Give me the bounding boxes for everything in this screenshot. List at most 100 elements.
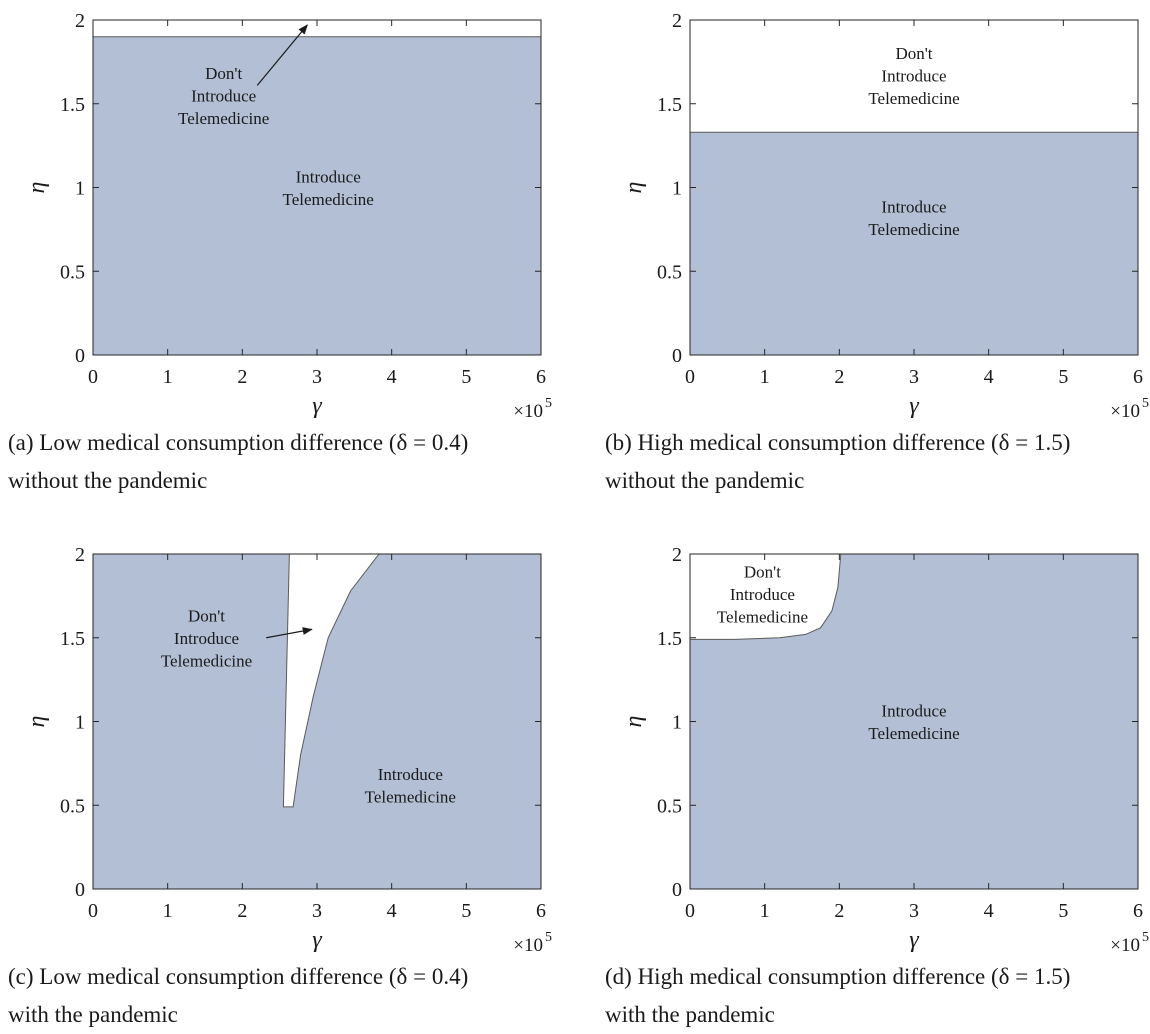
y-axis-label: η	[24, 182, 50, 194]
x-tick-label: 4	[387, 366, 397, 388]
x-tick-label: 0	[685, 900, 695, 922]
introduce-label-b: Introduce Telemedicine	[868, 197, 959, 239]
panel-a: 0 1 2 3 4 5 6 0 0.5 1 1.5 2 γ η ×10 5 Introduce Telemedic…	[0, 0, 560, 500]
caption-d-line-1: (d) High medical consumption difference …	[605, 964, 1071, 989]
introduce-label-line: Introduce	[881, 197, 946, 216]
x-tick-label: 3	[909, 900, 919, 922]
panel-d: 0 1 2 3 4 5 6 0 0.5 1 1.5 2 γ η ×10 5 Introduce Telemedic…	[597, 534, 1150, 1034]
y-tick-label: 0	[672, 879, 682, 901]
dont-introduce-label-line: Don't	[744, 563, 781, 582]
introduce-label-line: Introduce	[296, 167, 361, 186]
x-tick-label: 4	[984, 366, 994, 388]
dont-introduce-label-line: Don't	[895, 44, 932, 63]
caption-d-line-2: with the pandemic	[605, 1002, 775, 1027]
y-tick-label: 1	[672, 712, 682, 734]
caption-b: (b) High medical consumption difference …	[605, 424, 1150, 500]
caption-a-line-1: (a) Low medical consumption difference (…	[8, 430, 469, 455]
x-multiplier-exponent: 5	[1142, 396, 1149, 411]
x-axis-label: γ	[909, 393, 919, 419]
x-tick-label: 3	[312, 900, 322, 922]
x-tick-label: 3	[909, 366, 919, 388]
caption-c: (c) Low medical consumption difference (…	[8, 958, 560, 1034]
y-tick-label: 2	[75, 10, 85, 32]
introduce-label-line: Introduce	[881, 701, 946, 720]
panel-b: 0 1 2 3 4 5 6 0 0.5 1 1.5 2 γ η ×10 5 Introduce Telemedic…	[597, 0, 1150, 500]
y-tick-label: 1.5	[60, 94, 85, 116]
x-tick-label: 1	[163, 900, 173, 922]
y-axis-label: η	[621, 716, 647, 728]
x-tick-label: 1	[760, 366, 770, 388]
introduce-label-line: Telemedicine	[365, 787, 456, 806]
dont-introduce-label-line: Don't	[188, 606, 225, 625]
x-tick-label: 0	[88, 366, 98, 388]
x-tick-label: 5	[1058, 900, 1068, 922]
dont-introduce-region-d	[689, 553, 842, 640]
y-tick-label: 0.5	[657, 261, 682, 283]
x-multiplier-exponent: 5	[545, 930, 552, 945]
x-axis-label: γ	[312, 927, 322, 953]
introduce-label-c: Introduce Telemedicine	[365, 765, 456, 807]
introduce-label-d: Introduce Telemedicine	[868, 701, 959, 743]
x-tick-label: 2	[834, 900, 844, 922]
introduce-label-line: Telemedicine	[283, 190, 374, 209]
x-multiplier: ×10	[1110, 935, 1140, 956]
y-tick-label: 0.5	[60, 261, 85, 283]
x-tick-label: 3	[312, 366, 322, 388]
y-tick-label: 0	[672, 345, 682, 367]
x-tick-label: 0	[685, 366, 695, 388]
y-tick-label: 0	[75, 879, 85, 901]
x-tick-label: 5	[461, 366, 471, 388]
y-tick-label: 2	[672, 544, 682, 566]
caption-b-line-2: without the pandemic	[605, 468, 805, 493]
x-tick-label: 5	[461, 900, 471, 922]
introduce-label-a: Introduce Telemedicine	[283, 167, 374, 209]
introduce-label-line: Telemedicine	[868, 724, 959, 743]
y-tick-label: 1	[75, 178, 85, 200]
dont-introduce-label-line: Telemedicine	[868, 89, 959, 108]
x-multiplier-exponent: 5	[1142, 930, 1149, 945]
annotation-arrow-c	[266, 627, 313, 639]
y-tick-label: 1.5	[60, 628, 85, 650]
x-multiplier: ×10	[513, 935, 543, 956]
caption-c-line-2: with the pandemic	[8, 1002, 178, 1027]
x-tick-label: 1	[760, 900, 770, 922]
dont-introduce-label-line: Telemedicine	[717, 608, 808, 627]
y-tick-label: 2	[672, 10, 682, 32]
dont-introduce-label-c: Don't Introduce Telemedicine	[161, 606, 252, 670]
caption-d: (d) High medical consumption difference …	[605, 958, 1150, 1034]
y-tick-label: 1	[672, 178, 682, 200]
introduce-label-line: Introduce	[378, 765, 443, 784]
annotation-arrow-a	[256, 24, 308, 86]
x-tick-label: 5	[1058, 366, 1068, 388]
introduce-label-line: Telemedicine	[868, 220, 959, 239]
dont-introduce-label-line: Introduce	[881, 66, 946, 85]
x-axis-label: γ	[312, 393, 322, 419]
y-tick-label: 1.5	[657, 628, 682, 650]
x-tick-label: 0	[88, 900, 98, 922]
dont-introduce-label-b: Don't Introduce Telemedicine	[868, 44, 959, 108]
x-tick-label: 4	[984, 900, 994, 922]
y-tick-label: 2	[75, 544, 85, 566]
x-axis-label: γ	[909, 927, 919, 953]
x-tick-label: 6	[536, 900, 546, 922]
dont-introduce-label-line: Telemedicine	[178, 109, 269, 128]
caption-c-line-1: (c) Low medical consumption difference (…	[8, 964, 469, 989]
x-tick-label: 2	[237, 900, 247, 922]
x-tick-label: 6	[1133, 900, 1143, 922]
x-multiplier-exponent: 5	[545, 396, 552, 411]
x-multiplier: ×10	[1110, 401, 1140, 422]
caption-b-line-1: (b) High medical consumption difference …	[605, 430, 1071, 455]
x-tick-label: 6	[536, 366, 546, 388]
y-tick-label: 0.5	[60, 795, 85, 817]
x-tick-label: 1	[163, 366, 173, 388]
y-tick-label: 0.5	[657, 795, 682, 817]
dont-introduce-label-line: Introduce	[730, 585, 795, 604]
dont-introduce-label-d: Don't Introduce Telemedicine	[717, 563, 808, 627]
x-tick-label: 2	[237, 366, 247, 388]
dont-introduce-region-c	[282, 553, 380, 808]
dont-introduce-label-line: Introduce	[174, 629, 239, 648]
